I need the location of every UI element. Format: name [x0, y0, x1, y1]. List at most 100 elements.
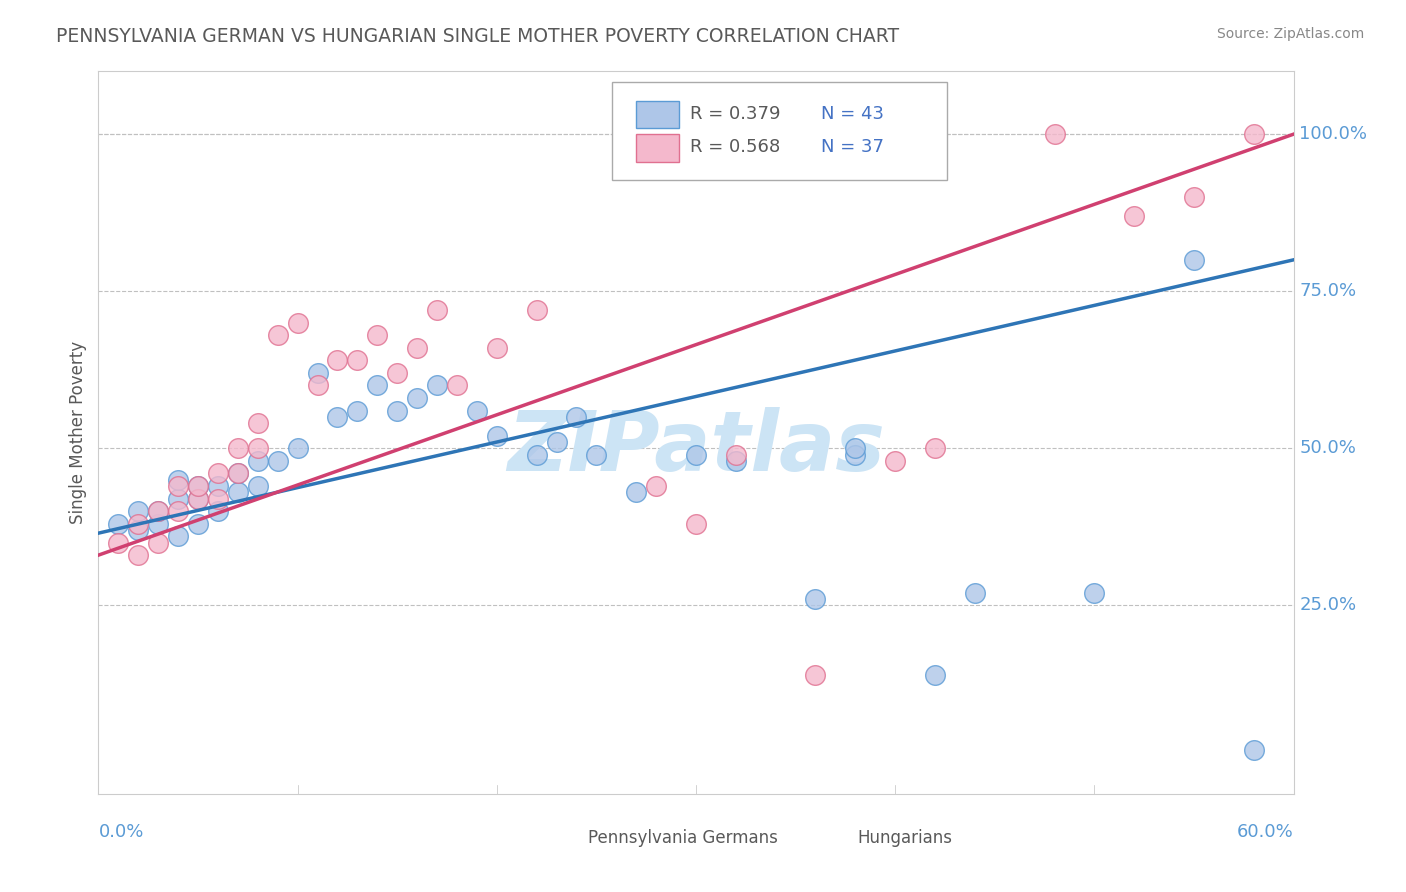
Point — [287, 316, 309, 330]
Text: 50.0%: 50.0% — [1299, 440, 1357, 458]
Point — [246, 479, 269, 493]
Point — [167, 479, 190, 493]
Point — [187, 479, 209, 493]
Point — [226, 467, 249, 481]
Text: 100.0%: 100.0% — [1299, 125, 1368, 144]
Y-axis label: Single Mother Poverty: Single Mother Poverty — [69, 341, 87, 524]
Point — [1043, 127, 1066, 141]
Text: 75.0%: 75.0% — [1299, 282, 1357, 301]
Point — [804, 592, 827, 607]
Point — [207, 491, 229, 506]
Text: R = 0.568: R = 0.568 — [690, 138, 780, 156]
Point — [107, 516, 129, 531]
Text: ZIPatlas: ZIPatlas — [508, 407, 884, 488]
Point — [1083, 586, 1105, 600]
Text: Source: ZipAtlas.com: Source: ZipAtlas.com — [1216, 27, 1364, 41]
Point — [167, 473, 190, 487]
FancyBboxPatch shape — [613, 82, 948, 180]
Point — [148, 504, 170, 518]
Point — [1182, 252, 1205, 267]
Point — [685, 448, 707, 462]
Text: 60.0%: 60.0% — [1237, 822, 1294, 841]
Point — [187, 516, 209, 531]
Text: Hungarians: Hungarians — [858, 829, 952, 847]
Point — [485, 341, 508, 355]
Point — [366, 328, 388, 343]
Point — [207, 504, 229, 518]
Point — [1243, 127, 1265, 141]
FancyBboxPatch shape — [813, 829, 852, 847]
Point — [207, 479, 229, 493]
Point — [546, 435, 568, 450]
Point — [187, 491, 209, 506]
Point — [526, 303, 548, 318]
Point — [924, 667, 946, 681]
Point — [844, 448, 866, 462]
Text: N = 43: N = 43 — [821, 105, 884, 123]
Point — [226, 467, 249, 481]
Point — [346, 353, 368, 368]
Point — [1182, 190, 1205, 204]
Point — [207, 467, 229, 481]
Point — [446, 378, 468, 392]
Point — [1123, 209, 1146, 223]
Text: 0.0%: 0.0% — [98, 822, 143, 841]
Point — [884, 454, 907, 468]
Point — [246, 416, 269, 430]
Point — [226, 485, 249, 500]
Point — [267, 454, 290, 468]
Point — [406, 391, 429, 405]
Point — [385, 366, 409, 380]
Point — [326, 409, 349, 424]
Point — [246, 454, 269, 468]
Point — [287, 442, 309, 456]
FancyBboxPatch shape — [544, 829, 582, 847]
Point — [167, 529, 190, 543]
Point — [148, 504, 170, 518]
Point — [187, 479, 209, 493]
Point — [724, 448, 747, 462]
Point — [526, 448, 548, 462]
Point — [804, 667, 827, 681]
Text: PENNSYLVANIA GERMAN VS HUNGARIAN SINGLE MOTHER POVERTY CORRELATION CHART: PENNSYLVANIA GERMAN VS HUNGARIAN SINGLE … — [56, 27, 900, 45]
Point — [346, 403, 368, 417]
Point — [385, 403, 409, 417]
Point — [107, 535, 129, 549]
Point — [127, 504, 149, 518]
Point — [1243, 743, 1265, 757]
Text: Pennsylvania Germans: Pennsylvania Germans — [589, 829, 779, 847]
FancyBboxPatch shape — [637, 134, 679, 161]
Point — [127, 516, 149, 531]
Point — [326, 353, 349, 368]
Point — [148, 535, 170, 549]
Point — [127, 548, 149, 562]
Point — [426, 303, 449, 318]
Point — [485, 429, 508, 443]
Text: 25.0%: 25.0% — [1299, 597, 1357, 615]
Point — [167, 504, 190, 518]
Point — [645, 479, 668, 493]
FancyBboxPatch shape — [637, 101, 679, 128]
Point — [844, 442, 866, 456]
Text: R = 0.379: R = 0.379 — [690, 105, 780, 123]
Point — [307, 366, 329, 380]
Point — [226, 442, 249, 456]
Point — [585, 448, 607, 462]
Point — [724, 454, 747, 468]
Point — [148, 516, 170, 531]
Point — [685, 516, 707, 531]
Point — [406, 341, 429, 355]
Point — [127, 523, 149, 537]
Point — [924, 442, 946, 456]
Point — [267, 328, 290, 343]
Point — [963, 586, 986, 600]
Text: N = 37: N = 37 — [821, 138, 884, 156]
Point — [426, 378, 449, 392]
Point — [167, 491, 190, 506]
Point — [187, 491, 209, 506]
Point — [565, 409, 588, 424]
Point — [246, 442, 269, 456]
Point — [626, 485, 648, 500]
Point — [307, 378, 329, 392]
Point — [366, 378, 388, 392]
